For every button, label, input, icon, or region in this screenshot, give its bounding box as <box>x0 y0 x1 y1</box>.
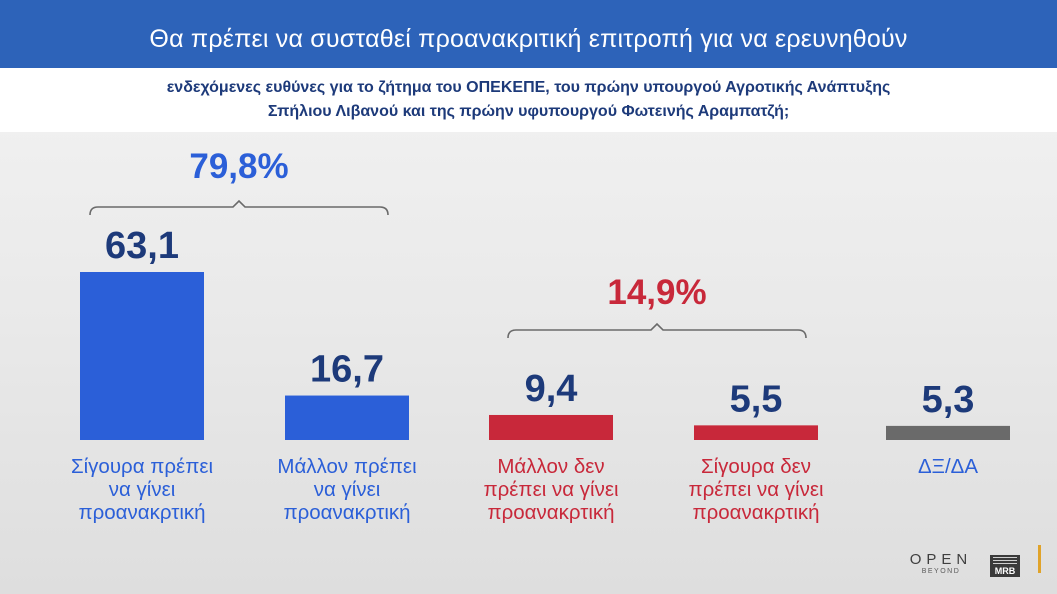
header-bar: Θα πρέπει να συσταθεί προανακριτική επιτ… <box>0 0 1057 68</box>
category-label-line: να γίνει <box>109 478 176 501</box>
bar-1 <box>80 272 204 440</box>
category-label-line: Σίγουρα δεν <box>701 455 811 478</box>
category-label-line: προανακρτική <box>283 501 410 524</box>
edge-accent <box>1038 545 1041 573</box>
open-logo: OPEN <box>909 551 973 568</box>
category-label-line: Μάλλον πρέπει <box>277 455 416 478</box>
group-bracket-2 <box>507 322 807 339</box>
category-label-line: ΔΞ/ΔΑ <box>918 455 978 478</box>
question-box: ενδεχόμενες ευθύνες για το ζήτημα του ΟΠ… <box>0 68 1057 132</box>
category-label-5: ΔΞ/ΔΑ <box>918 455 978 478</box>
category-label-3: Μάλλον δεν πρέπει να γίνει προανακρτική <box>483 455 618 524</box>
category-label-line: πρέπει να γίνει <box>483 478 618 501</box>
category-label-4: Σίγουρα δεν πρέπει να γίνει προανακρτική <box>688 455 823 524</box>
bar-2 <box>285 395 409 440</box>
question-line-1: ενδεχόμενες ευθύνες για το ζήτημα του ΟΠ… <box>166 79 891 96</box>
chart-title: Θα πρέπει να συσταθεί προανακριτική επιτ… <box>149 24 908 53</box>
bar-value-label-1: 63,1 <box>105 225 179 267</box>
category-label-line: προανακρτική <box>692 501 819 524</box>
bar-5 <box>886 425 1010 440</box>
category-label-line: προανακρτική <box>78 501 205 524</box>
category-label-1: Σίγουρα πρέπει να γίνει προανακρτική <box>71 455 213 524</box>
group-bracket-1 <box>89 199 389 216</box>
category-label-line: προανακρτική <box>487 501 614 524</box>
category-label-line: πρέπει να γίνει <box>688 478 823 501</box>
category-label-line: να γίνει <box>314 478 381 501</box>
bar-4 <box>694 425 818 440</box>
bar-3 <box>489 414 613 440</box>
bar-value-label-3: 9,4 <box>525 368 578 410</box>
category-label-line: Μάλλον δεν <box>497 455 604 478</box>
bar-value-label-5: 5,3 <box>922 379 975 421</box>
group-total-label-2: 14,9% <box>607 273 706 312</box>
open-tagline: BEYOND <box>921 568 961 575</box>
question-line-2: Σπήλιου Λιβανού και της πρώην υφυπουργού… <box>267 103 790 120</box>
group-total-label-1: 79,8% <box>189 147 288 186</box>
category-label-2: Μάλλον πρέπει να γίνει προανακρτική <box>277 455 416 524</box>
bar-value-label-4: 5,5 <box>730 378 783 420</box>
mrb-logo-stripes <box>993 557 1017 566</box>
category-label-line: Σίγουρα πρέπει <box>71 455 213 478</box>
bar-value-label-2: 16,7 <box>310 349 384 391</box>
